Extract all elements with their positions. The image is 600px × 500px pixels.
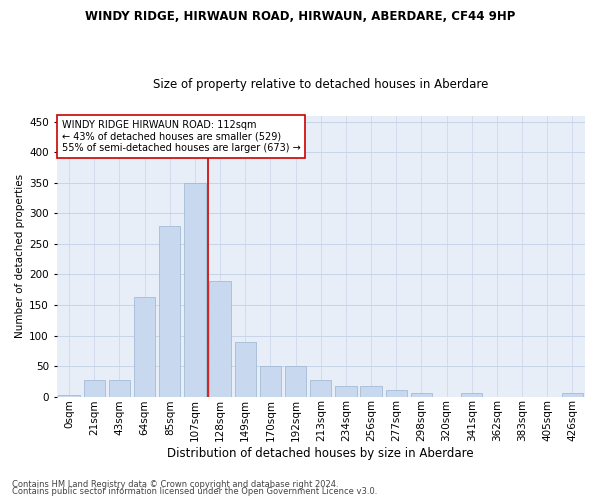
Bar — [235, 342, 256, 396]
X-axis label: Distribution of detached houses by size in Aberdare: Distribution of detached houses by size … — [167, 447, 474, 460]
Bar — [411, 394, 432, 396]
Text: WINDY RIDGE HIRWAUN ROAD: 112sqm
← 43% of detached houses are smaller (529)
55% : WINDY RIDGE HIRWAUN ROAD: 112sqm ← 43% o… — [62, 120, 301, 153]
Bar — [310, 380, 331, 396]
Bar — [83, 380, 105, 396]
Bar — [361, 386, 382, 396]
Bar — [184, 183, 206, 396]
Text: WINDY RIDGE, HIRWAUN ROAD, HIRWAUN, ABERDARE, CF44 9HP: WINDY RIDGE, HIRWAUN ROAD, HIRWAUN, ABER… — [85, 10, 515, 23]
Bar — [335, 386, 356, 396]
Bar — [134, 297, 155, 396]
Bar — [159, 226, 181, 396]
Bar — [562, 394, 583, 396]
Bar — [209, 280, 231, 396]
Title: Size of property relative to detached houses in Aberdare: Size of property relative to detached ho… — [153, 78, 488, 91]
Bar — [285, 366, 307, 396]
Y-axis label: Number of detached properties: Number of detached properties — [15, 174, 25, 338]
Bar — [109, 380, 130, 396]
Text: Contains HM Land Registry data © Crown copyright and database right 2024.: Contains HM Land Registry data © Crown c… — [12, 480, 338, 489]
Bar — [461, 394, 482, 396]
Text: Contains public sector information licensed under the Open Government Licence v3: Contains public sector information licen… — [12, 487, 377, 496]
Bar — [260, 366, 281, 396]
Bar — [386, 390, 407, 396]
